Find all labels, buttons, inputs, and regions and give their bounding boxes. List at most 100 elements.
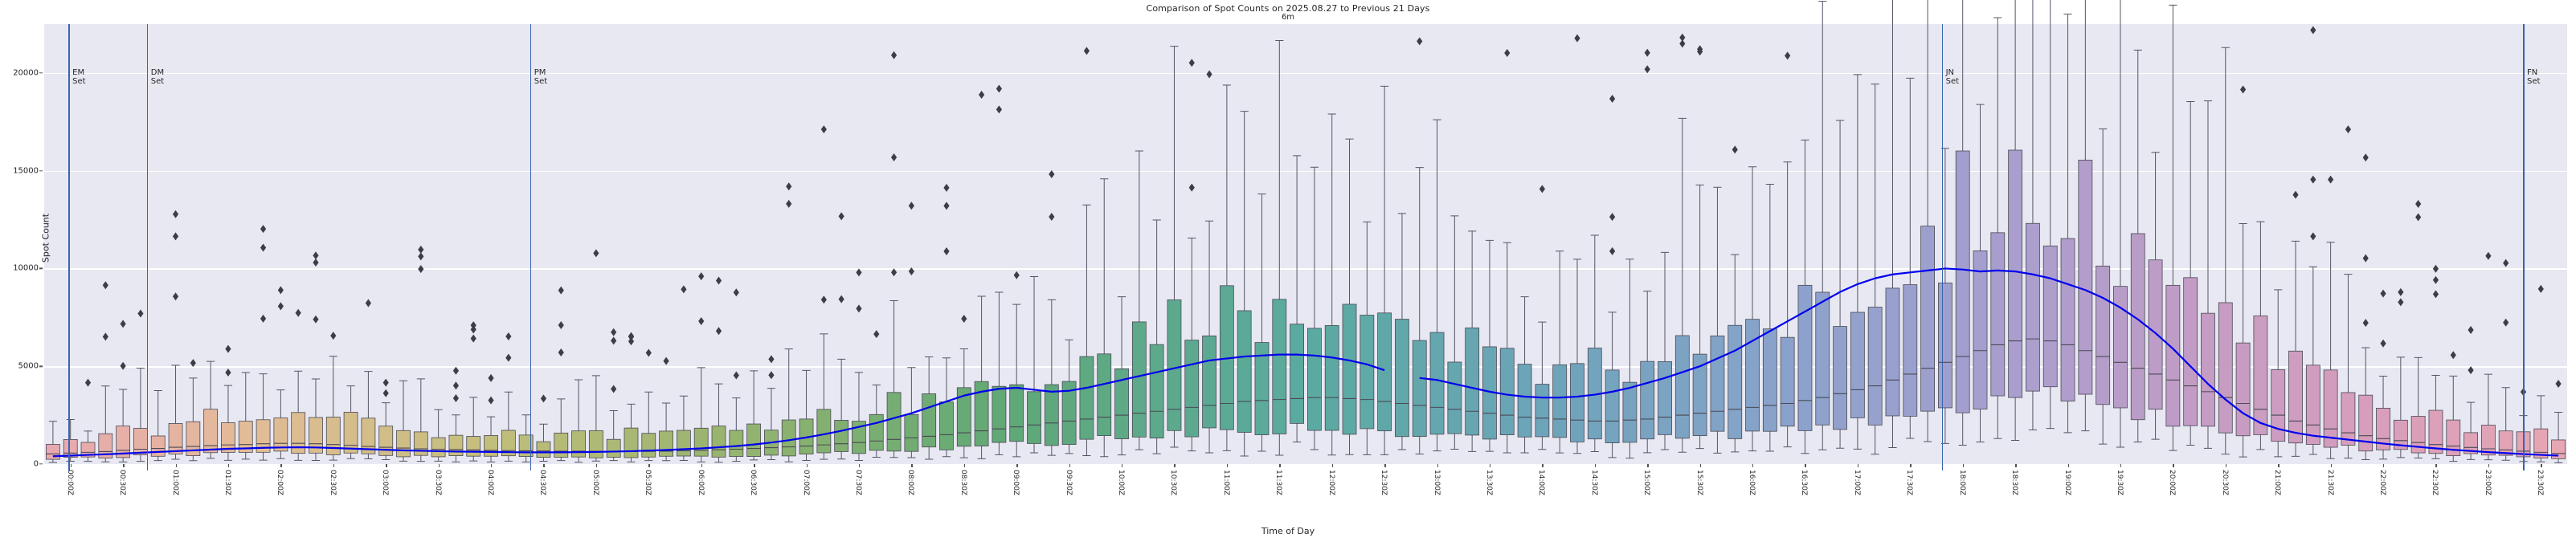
x-tick-mark (1016, 464, 1018, 467)
x-tick-label: 04:30Z (538, 470, 547, 496)
annotation-label-pm: PM Set (534, 68, 548, 86)
chart-title: Comparison of Spot Counts on 2025.08.27 … (1146, 3, 1430, 14)
y-gridline (44, 72, 2567, 75)
x-tick-label: 07:00Z (801, 470, 810, 496)
x-tick-mark (2488, 464, 2490, 467)
annotation-line-em (68, 24, 70, 470)
x-tick-label: 17:00Z (1852, 470, 1861, 496)
y-gridline (44, 268, 2567, 270)
x-tick-label: 05:00Z (591, 470, 599, 496)
x-tick-label: 15:00Z (1642, 470, 1651, 496)
x-tick-label: 08:00Z (906, 470, 915, 496)
x-tick-mark (2435, 464, 2437, 467)
x-tick-label: 03:30Z (433, 470, 442, 496)
y-tick-label: 15000 (13, 166, 39, 176)
x-tick-label: 16:00Z (1748, 470, 1756, 496)
x-tick-mark (333, 464, 335, 467)
x-tick-label: 06:00Z (696, 470, 705, 496)
x-tick-label: 22:30Z (2431, 470, 2439, 496)
x-tick-mark (1910, 464, 1912, 467)
x-tick-label: 01:30Z (223, 470, 231, 496)
today-overlay-line (52, 267, 2559, 458)
x-tick-label: 23:30Z (2536, 470, 2545, 496)
x-tick-label: 12:30Z (1380, 470, 1388, 496)
x-tick-mark (2015, 464, 2017, 467)
x-tick-label: 21:30Z (2325, 470, 2334, 496)
x-tick-label: 19:30Z (2115, 470, 2124, 496)
x-tick-label: 15:30Z (1695, 470, 1703, 496)
x-tick-label: 13:00Z (1432, 470, 1441, 496)
x-tick-label: 10:00Z (1117, 470, 1126, 496)
x-tick-mark (1174, 464, 1176, 467)
x-tick-mark (858, 464, 861, 467)
annotation-line-fn (2523, 24, 2525, 470)
x-tick-mark (701, 464, 703, 467)
x-tick-mark (1542, 464, 1544, 467)
x-tick-label: 09:30Z (1064, 470, 1073, 496)
x-tick-label: 14:30Z (1589, 470, 1598, 496)
x-tick-label: 11:00Z (1221, 470, 1230, 496)
x-tick-mark (911, 464, 913, 467)
x-tick-label: 00:30Z (118, 470, 127, 496)
annotation-line-dm (146, 24, 149, 470)
x-tick-label: 02:00Z (276, 470, 284, 496)
x-tick-label: 11:30Z (1274, 470, 1283, 496)
x-tick-mark (491, 464, 493, 467)
boxplot-series (45, 0, 2566, 463)
x-tick-label: 22:00Z (2378, 470, 2387, 496)
y-tick-label: 20000 (13, 68, 39, 78)
x-tick-label: 07:30Z (853, 470, 862, 496)
x-tick-label: 00:00Z (65, 470, 74, 496)
x-tick-mark (227, 464, 230, 467)
x-tick-label: 04:00Z (486, 470, 495, 496)
annotation-line-jn (1941, 24, 1944, 470)
x-tick-mark (70, 464, 72, 467)
x-tick-label: 16:30Z (1800, 470, 1809, 496)
x-tick-mark (1069, 464, 1071, 467)
x-tick-mark (280, 464, 282, 467)
x-tick-mark (1699, 464, 1702, 467)
annotation-label-fn: FN Set (2527, 68, 2541, 86)
y-tick-mark (39, 72, 43, 74)
x-tick-label: 10:30Z (1169, 470, 1178, 496)
x-tick-mark (1279, 464, 1281, 467)
x-tick-mark (543, 464, 545, 467)
x-tick-mark (1647, 464, 1649, 467)
x-tick-label: 01:00Z (170, 470, 179, 496)
x-tick-mark (1752, 464, 1754, 467)
x-tick-mark (806, 464, 808, 467)
x-tick-mark (1331, 464, 1334, 467)
x-tick-mark (438, 464, 440, 467)
y-tick-label: 0 (33, 459, 39, 469)
x-tick-label: 08:30Z (959, 470, 967, 496)
x-axis-label: Time of Day (1261, 526, 1315, 536)
y-tick-label: 10000 (13, 263, 39, 273)
y-tick-mark (39, 169, 43, 172)
x-tick-label: 14:00Z (1537, 470, 1546, 496)
x-tick-label: 18:00Z (1957, 470, 1966, 496)
x-tick-mark (2120, 464, 2122, 467)
annotation-label-em: EM Set (72, 68, 86, 86)
x-tick-mark (648, 464, 650, 467)
x-tick-mark (963, 464, 966, 467)
y-tick-mark (39, 463, 43, 465)
chart-subtitle: 6m (1281, 13, 1295, 22)
x-tick-label: 19:00Z (2063, 470, 2071, 496)
x-tick-label: 17:30Z (1905, 470, 1914, 496)
x-tick-label: 09:00Z (1012, 470, 1020, 496)
annotation-label-jn: JN Set (1945, 68, 1960, 86)
x-tick-mark (175, 464, 177, 467)
annotation-line-pm (530, 24, 532, 470)
x-tick-mark (123, 464, 125, 467)
x-tick-mark (1384, 464, 1386, 467)
y-axis-label: Spot Count (40, 213, 51, 263)
x-tick-label: 18:30Z (2010, 470, 2019, 496)
x-tick-label: 20:30Z (2220, 470, 2229, 496)
x-tick-mark (1962, 464, 1965, 467)
y-gridline (44, 464, 2567, 466)
x-tick-label: 13:30Z (1484, 470, 1493, 496)
y-tick-mark (39, 365, 43, 367)
x-tick-mark (2330, 464, 2333, 467)
x-tick-label: 06:30Z (749, 470, 758, 496)
